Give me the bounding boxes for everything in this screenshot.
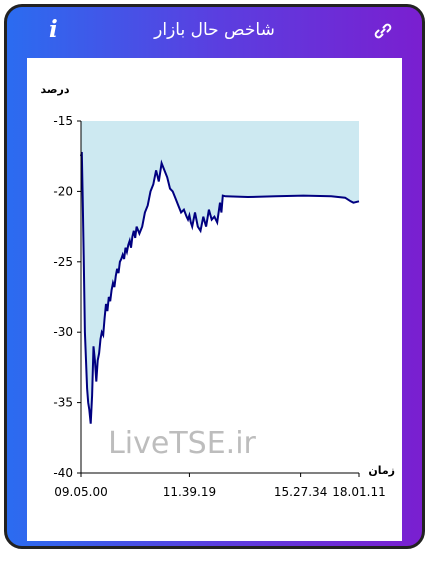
y-tick-label: -20 <box>53 184 73 198</box>
info-icon[interactable]: i <box>49 16 58 43</box>
y-ticks: -15 -20 -25 -30 -35 -40 <box>53 114 81 480</box>
series-line <box>80 151 360 424</box>
x-tick-label: 11.39.19 <box>163 485 216 499</box>
y-tick-label: -40 <box>53 466 73 480</box>
chart-panel: درصد زمان LiveTSE.ir -15 -20 -25 -30 -35 -40 … <box>27 58 402 541</box>
x-ticks: 09.05.00 11.39.19 15.27.34 18.01.11 <box>54 473 386 499</box>
x-axis-label: زمان <box>368 464 395 477</box>
chart: درصد زمان LiveTSE.ir -15-20-25-30-35-40 … <box>41 83 395 499</box>
x-tick-label: 18.01.11 <box>332 485 385 499</box>
y-tick-label: -35 <box>53 396 73 410</box>
y-tick-label: -25 <box>53 255 73 269</box>
y-axis-label: درصد <box>41 83 70 96</box>
x-tick-label: 09.05.00 <box>54 485 107 499</box>
watermark: LiveTSE.ir <box>108 426 256 461</box>
area-fill <box>81 121 359 424</box>
header-bar: i شاخص حال بازار <box>7 7 422 57</box>
page-title: شاخص حال بازار <box>154 20 275 40</box>
app-frame: i شاخص حال بازار درصد زمان LiveTSE.ir -1… <box>4 4 425 549</box>
link-icon[interactable] <box>374 22 392 44</box>
x-tick-label: 15.27.34 <box>274 485 327 499</box>
y-tick-label: -30 <box>53 325 73 339</box>
y-tick-label: -15 <box>53 114 73 128</box>
